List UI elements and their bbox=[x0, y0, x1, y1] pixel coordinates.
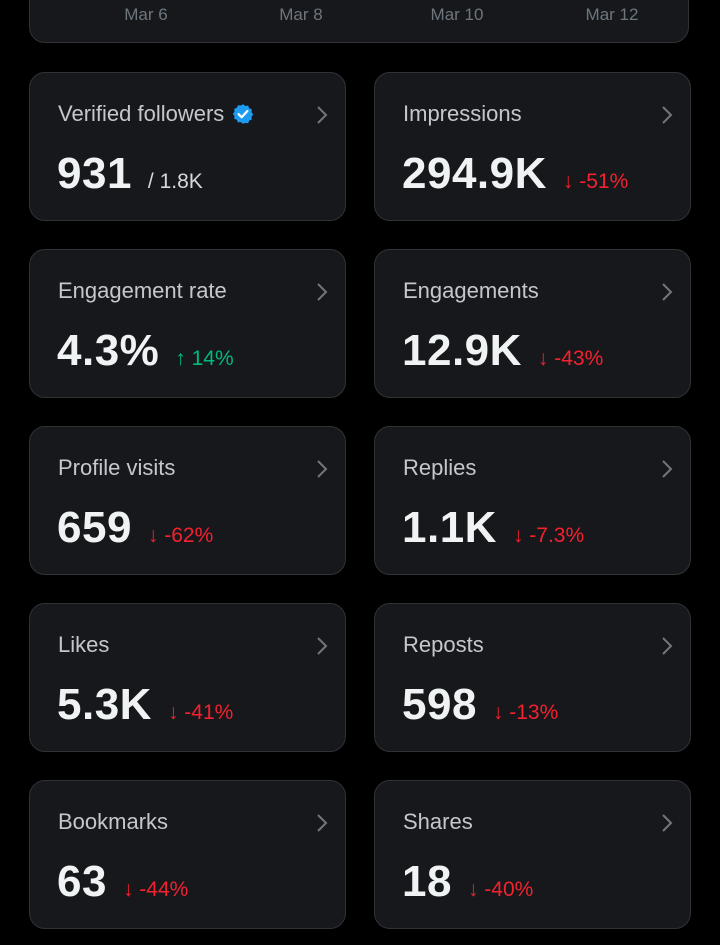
chevron-right-icon bbox=[662, 814, 673, 832]
metric-total: / 1.8K bbox=[147, 170, 203, 193]
metric-change: ↑ 14% bbox=[175, 347, 234, 370]
metric-change: ↓ -43% bbox=[537, 347, 604, 370]
chevron-right-icon bbox=[662, 637, 673, 655]
impressions-chart-card: Mar 6 Mar 8 Mar 10 Mar 12 bbox=[29, 0, 689, 43]
metric-value: 63 bbox=[57, 857, 107, 906]
metric-value-row: 294.9K ↓ -51% bbox=[402, 149, 628, 199]
metric-change: ↓ -7.3% bbox=[512, 524, 585, 547]
metric-title: Bookmarks bbox=[58, 809, 169, 834]
chevron-right-icon bbox=[662, 106, 673, 124]
x-axis-label: Mar 6 bbox=[124, 5, 168, 24]
metric-value: 931 bbox=[57, 149, 132, 198]
metric-change: ↓ -41% bbox=[167, 701, 234, 724]
metric-value: 5.3K bbox=[57, 680, 152, 729]
metric-card-reposts[interactable]: Reposts 598 ↓ -13% bbox=[374, 603, 691, 752]
metric-value-row: 598 ↓ -13% bbox=[402, 680, 558, 730]
metric-change: ↓ -40% bbox=[467, 878, 534, 901]
metric-value-row: 5.3K ↓ -41% bbox=[57, 680, 233, 730]
metric-card-profile-visits[interactable]: Profile visits 659 ↓ -62% bbox=[29, 426, 346, 575]
metric-value-row: 1.1K ↓ -7.3% bbox=[402, 503, 584, 553]
metric-value: 4.3% bbox=[57, 326, 160, 375]
metric-title: Impressions bbox=[403, 101, 522, 126]
metric-value-row: 63 ↓ -44% bbox=[57, 857, 188, 907]
metric-card-impressions[interactable]: Impressions 294.9K ↓ -51% bbox=[374, 72, 691, 221]
chevron-right-icon bbox=[662, 283, 673, 301]
x-axis-label: Mar 8 bbox=[279, 5, 323, 24]
metric-title: Likes bbox=[58, 632, 110, 657]
metric-title: Reposts bbox=[403, 632, 484, 657]
metric-title: Engagements bbox=[403, 278, 539, 303]
metric-value: 598 bbox=[402, 680, 477, 729]
x-axis-label: Mar 10 bbox=[430, 5, 484, 24]
metric-card-shares[interactable]: Shares 18 ↓ -40% bbox=[374, 780, 691, 929]
metric-title-label: Verified followers bbox=[58, 101, 225, 126]
chevron-right-icon bbox=[317, 814, 328, 832]
chevron-right-icon bbox=[317, 460, 328, 478]
chevron-right-icon bbox=[662, 460, 673, 478]
metric-card-engagement-rate[interactable]: Engagement rate 4.3% ↑ 14% bbox=[29, 249, 346, 398]
metric-change: ↓ -44% bbox=[122, 878, 189, 901]
metric-title: Replies bbox=[403, 455, 477, 480]
metric-card-likes[interactable]: Likes 5.3K ↓ -41% bbox=[29, 603, 346, 752]
chevron-right-icon bbox=[317, 637, 328, 655]
metric-change: ↓ -62% bbox=[147, 524, 214, 547]
x-axis-label: Mar 12 bbox=[585, 5, 639, 24]
chevron-right-icon bbox=[317, 283, 328, 301]
chevron-right-icon bbox=[317, 106, 328, 124]
metric-change: ↓ -13% bbox=[492, 701, 559, 724]
metric-card-bookmarks[interactable]: Bookmarks 63 ↓ -44% bbox=[29, 780, 346, 929]
metric-title: Verified followers bbox=[58, 101, 254, 127]
metric-card-verified-followers[interactable]: Verified followers 931 / 1.8K bbox=[29, 72, 346, 221]
metric-value-row: 659 ↓ -62% bbox=[57, 503, 213, 553]
metric-value: 18 bbox=[402, 857, 452, 906]
metric-title: Profile visits bbox=[58, 455, 176, 480]
metric-value: 12.9K bbox=[402, 326, 522, 375]
verified-badge-icon bbox=[233, 104, 254, 124]
metric-card-engagements[interactable]: Engagements 12.9K ↓ -43% bbox=[374, 249, 691, 398]
metric-value: 1.1K bbox=[402, 503, 497, 552]
metric-value-row: 18 ↓ -40% bbox=[402, 857, 533, 907]
metric-value-row: 931 / 1.8K bbox=[57, 149, 203, 199]
metric-value-row: 12.9K ↓ -43% bbox=[402, 326, 603, 376]
metric-change: ↓ -51% bbox=[562, 170, 629, 193]
metric-value: 659 bbox=[57, 503, 132, 552]
metric-title: Engagement rate bbox=[58, 278, 227, 303]
metric-value-row: 4.3% ↑ 14% bbox=[57, 326, 234, 376]
metric-title: Shares bbox=[403, 809, 473, 834]
metric-card-replies[interactable]: Replies 1.1K ↓ -7.3% bbox=[374, 426, 691, 575]
metric-value: 294.9K bbox=[402, 149, 547, 198]
